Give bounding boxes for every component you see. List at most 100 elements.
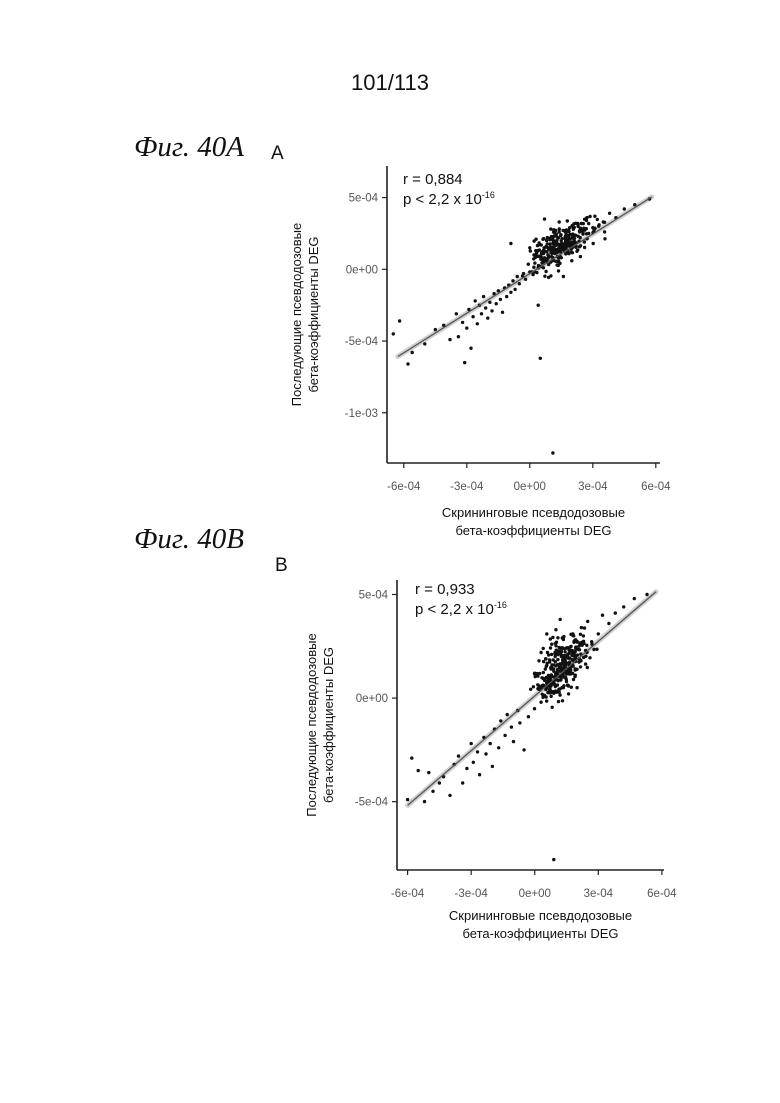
data-point [566,653,569,656]
data-point [522,748,525,751]
data-point [470,742,473,745]
data-point [614,611,617,614]
data-point [567,684,570,687]
data-point [577,644,580,647]
data-point [533,707,536,710]
data-point [406,798,409,801]
data-point [554,660,557,663]
data-point [545,676,548,679]
data-point [550,663,553,666]
y-tick-label: -5e-04 [355,797,389,809]
data-point [553,652,556,655]
data-point [575,686,578,689]
data-point [563,650,566,653]
data-point [491,765,494,768]
data-point [558,687,561,690]
data-point [540,676,543,679]
data-point [582,634,585,637]
data-point [556,683,559,686]
data-point [573,656,576,659]
data-point [572,678,575,681]
data-point [555,649,558,652]
data-point [438,781,441,784]
data-point [541,693,544,696]
x-tick-label: -6e-04 [391,888,425,900]
data-point [559,677,562,680]
data-point [554,664,557,667]
data-point [645,593,648,596]
data-point [550,653,553,656]
data-point [461,781,464,784]
data-point [565,672,568,675]
data-point [586,666,589,669]
data-point [537,659,540,662]
data-point [549,646,552,649]
y-tick-label: 5e-04 [359,590,389,602]
data-point [554,628,557,631]
data-point [542,647,545,650]
data-point [562,635,565,638]
data-point [534,675,537,678]
y-tick-label: 0e+00 [356,693,388,705]
data-point [544,657,547,660]
data-point [595,648,598,651]
data-point [622,605,625,608]
data-point [529,688,532,691]
data-point [578,648,581,651]
data-point [542,671,545,674]
data-point [562,638,565,641]
data-point [489,742,492,745]
data-point [503,734,506,737]
x-tick-label: 3e-04 [584,888,614,900]
data-point [584,662,587,665]
data-point [510,725,513,728]
data-point [536,683,539,686]
data-point [556,658,559,661]
data-point [472,761,475,764]
data-point [476,750,479,753]
data-point [583,626,586,629]
data-point [570,649,573,652]
data-point [538,672,541,675]
regression-line [408,592,656,806]
data-point [592,648,595,651]
data-point [573,639,576,642]
data-point [580,626,583,629]
y-axis-title-line2: бета-коэффициенты DEG [321,647,336,803]
x-tick-label: 6e-04 [647,888,677,900]
x-tick-label: 0e+00 [519,888,551,900]
data-point [547,653,550,656]
data-point [550,695,553,698]
data-point [465,767,468,770]
data-point [518,721,521,724]
data-point [588,656,591,659]
data-point [545,699,548,702]
data-point [552,690,555,693]
data-point [556,636,559,639]
data-point [512,740,515,743]
data-point [561,658,564,661]
data-point [554,642,557,645]
data-point [568,657,571,660]
data-point [542,660,545,663]
x-axis-title-line2: бета-коэффициенты DEG [462,926,618,941]
correlation-label: r = 0,933 [415,581,475,598]
data-point [561,699,564,702]
data-point [539,651,542,654]
data-point [633,597,636,600]
data-point [585,644,588,647]
data-point [556,671,559,674]
data-point [417,769,420,772]
data-point [541,684,544,687]
data-point [553,683,556,686]
data-point [546,691,549,694]
data-point [545,632,548,635]
y-axis-title: Последующие псевдодозовые [304,633,319,817]
data-point [607,622,610,625]
data-point [586,620,589,623]
data-point [575,647,578,650]
data-point [551,636,554,639]
data-point [484,752,487,755]
data-point [457,754,460,757]
